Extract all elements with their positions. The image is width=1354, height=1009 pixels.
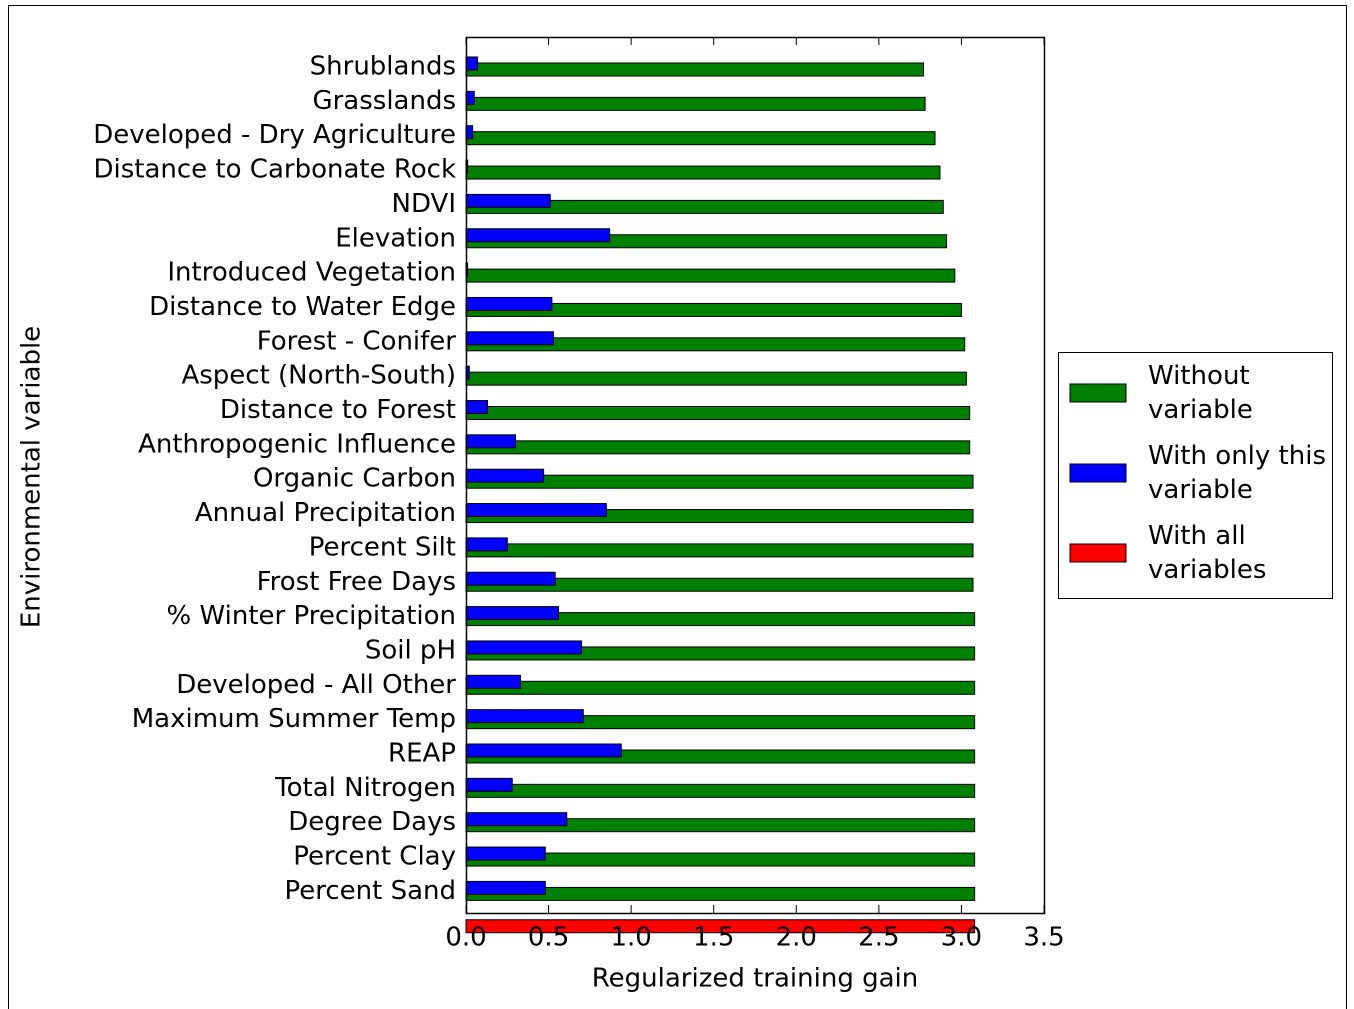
x-tick-label: 2.0 (776, 923, 817, 953)
bar (465, 165, 941, 180)
bar (465, 783, 976, 798)
bar (465, 777, 513, 792)
bar (465, 228, 611, 243)
legend-label: With all variables (1148, 521, 1267, 585)
bar (465, 846, 546, 861)
bar (465, 743, 622, 758)
legend-label: With only this variable (1148, 441, 1327, 505)
legend-label: Without variable (1148, 361, 1253, 425)
y-tick-label: Elevation (335, 223, 456, 253)
y-tick-label: Aspect (North-South) (181, 361, 456, 391)
y-axis-label: Environmental variable (17, 326, 47, 628)
bar (465, 62, 924, 77)
y-tick-label: Distance to Forest (220, 395, 456, 425)
y-tick-label: Percent Clay (293, 842, 456, 872)
y-tick-label: Soil pH (365, 635, 456, 665)
y-tick-label: Developed - All Other (176, 670, 456, 700)
y-tick-label: Anthropogenic Influence (138, 429, 456, 459)
bar (465, 268, 956, 283)
bar (465, 606, 559, 621)
y-tick-label: Distance to Carbonate Rock (93, 155, 456, 185)
bar (465, 400, 488, 414)
y-tick-label: Distance to Water Edge (149, 292, 456, 322)
bar (465, 640, 583, 655)
bar (465, 680, 976, 695)
x-tick-label: 1.0 (610, 923, 651, 953)
x-tick-label: 1.5 (693, 923, 734, 953)
y-tick-label: Degree Days (288, 807, 456, 837)
bar (465, 543, 974, 558)
bar (465, 193, 551, 208)
x-tick-label: 3.5 (1023, 923, 1064, 953)
x-tick-label: 0.0 (445, 923, 486, 953)
x-tick-label: 3.0 (941, 923, 982, 953)
y-tick-label: Shrublands (310, 52, 456, 82)
legend-swatch (1069, 383, 1127, 403)
y-tick-label: REAP (388, 739, 456, 769)
bar (465, 96, 926, 111)
y-tick-label: NDVI (392, 189, 456, 219)
y-tick-label: Developed - Dry Agriculture (93, 120, 456, 150)
bar (465, 674, 521, 689)
bar (465, 296, 553, 311)
x-tick-label: 2.5 (858, 923, 899, 953)
bar (465, 709, 584, 724)
y-tick-label: Percent Silt (309, 532, 456, 562)
y-tick-label: Organic Carbon (253, 464, 456, 494)
bar (465, 331, 555, 346)
bar (465, 919, 976, 934)
legend-swatch (1069, 543, 1127, 563)
y-tick-label: Percent Sand (284, 876, 456, 906)
frame (8, 5, 1347, 1009)
y-tick-label: Grasslands (312, 86, 456, 116)
legend-swatch (1069, 463, 1127, 483)
bar (465, 131, 936, 146)
y-tick-label: Annual Precipitation (195, 498, 456, 528)
bar (465, 406, 971, 420)
y-tick-label: % Winter Precipitation (167, 601, 456, 631)
y-tick-label: Introduced Vegetation (167, 258, 456, 288)
bar (465, 468, 545, 483)
bar (465, 371, 967, 386)
bar (465, 56, 479, 71)
x-axis-label: Regularized training gain (592, 964, 919, 994)
bar (465, 503, 607, 518)
plot-frame (465, 36, 1046, 915)
bar (465, 812, 568, 827)
y-tick-label: Maximum Summer Temp (132, 704, 456, 734)
y-tick-label: Forest - Conifer (257, 326, 457, 356)
bar (465, 537, 508, 552)
y-tick-label: Total Nitrogen (274, 773, 456, 803)
bar (465, 880, 546, 895)
bar (465, 440, 971, 455)
x-tick-label: 0.5 (528, 923, 569, 953)
bar (465, 434, 517, 449)
y-tick-label: Frost Free Days (257, 567, 456, 597)
bar (465, 571, 556, 586)
